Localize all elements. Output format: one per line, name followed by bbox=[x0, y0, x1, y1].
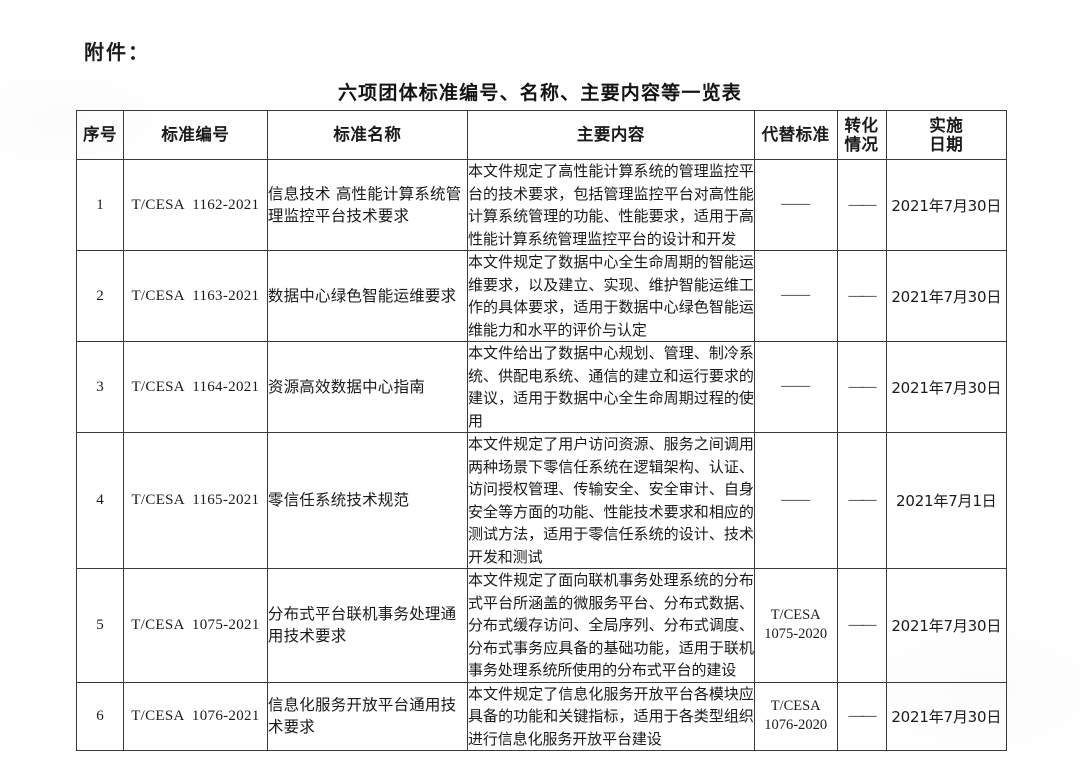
cell-main-content: 本文件规定了高性能计算系统的管理监控平台的技术要求，包括管理监控平台对高性能计算… bbox=[466, 159, 755, 251]
cell-main-content: 本文件规定了信息化服务开放平台各模块应具备的功能和关键指标，适用于各类型组织进行… bbox=[466, 681, 755, 751]
cell-main-content: 本文件规定了数据中心全生命周期的智能运维要求，以及建立、实现、维护智能运维工作的… bbox=[466, 250, 755, 342]
cell-implementation-date: 2021年7月30日 bbox=[885, 568, 1008, 683]
cell-standard-name: 信息技术 高性能计算系统管理监控平台技术要求 bbox=[266, 159, 468, 251]
column-header-name: 标准名称 bbox=[266, 110, 468, 160]
cell-conversion-status: —— bbox=[836, 568, 887, 683]
cell-replaced-standard: T/CESA 1076-2020 bbox=[753, 681, 838, 751]
standards-table-container: 序号 标准编号 标准名称 主要内容 代替标准 转化 情况 实施 日期 1 T/CE… bbox=[76, 110, 1008, 751]
table-header: 序号 标准编号 标准名称 主要内容 代替标准 转化 情况 实施 日期 bbox=[76, 110, 1008, 160]
cell-replaced-standard: T/CESA 1075-2020 bbox=[753, 568, 838, 683]
column-header-conversion-line2: 情况 bbox=[844, 135, 879, 154]
cell-main-content: 本文件给出了数据中心规划、管理、制冷系统、供配电系统、通信的建立和运行要求的建议… bbox=[466, 341, 755, 433]
cell-implementation-date: 2021年7月1日 bbox=[885, 432, 1008, 569]
cell-seq: 2 bbox=[76, 250, 124, 342]
cell-standard-code: T/CESA 1165-2021 bbox=[122, 432, 268, 569]
table-row: 3 T/CESA 1164-2021 资源高效数据中心指南 本文件给出了数据中心规划、… bbox=[76, 341, 1008, 433]
cell-conversion-status: —— bbox=[836, 341, 887, 433]
cell-replaced-standard: —— bbox=[753, 432, 838, 569]
cell-replaced-standard: —— bbox=[753, 159, 838, 251]
table-row: 5 T/CESA 1075-2021 分布式平台联机事务处理通用技术要求 本文件规定了… bbox=[76, 568, 1008, 683]
cell-conversion-status: —— bbox=[836, 159, 887, 251]
cell-standard-code: T/CESA 1163-2021 bbox=[122, 250, 268, 342]
cell-conversion-status: —— bbox=[836, 432, 887, 569]
cell-standard-name: 信息化服务开放平台通用技术要求 bbox=[266, 681, 468, 751]
header-row: 序号 标准编号 标准名称 主要内容 代替标准 转化 情况 实施 日期 bbox=[76, 110, 1008, 160]
column-header-replaced: 代替标准 bbox=[753, 110, 838, 160]
column-header-conversion-line1: 转化 bbox=[844, 115, 879, 135]
attachment-label: 附件： bbox=[84, 40, 150, 64]
column-header-date-line1: 实施 bbox=[929, 115, 964, 135]
cell-replaced-standard: —— bbox=[753, 250, 838, 342]
cell-standard-name: 数据中心绿色智能运维要求 bbox=[266, 250, 468, 342]
cell-seq: 3 bbox=[76, 341, 124, 433]
cell-standard-code: T/CESA 1164-2021 bbox=[122, 341, 268, 433]
cell-standard-code: T/CESA 1075-2021 bbox=[122, 568, 268, 683]
cell-implementation-date: 2021年7月30日 bbox=[885, 250, 1008, 342]
cell-implementation-date: 2021年7月30日 bbox=[885, 681, 1008, 751]
cell-main-content: 本文件规定了用户访问资源、服务之间调用两种场景下零信任系统在逻辑架构、认证、访问… bbox=[466, 432, 755, 569]
cell-standard-name: 分布式平台联机事务处理通用技术要求 bbox=[266, 568, 468, 683]
table-row: 6 T/CESA 1076-2021 信息化服务开放平台通用技术要求 本文件规定了信息… bbox=[76, 681, 1008, 751]
cell-standard-code: T/CESA 1162-2021 bbox=[122, 159, 268, 251]
cell-seq: 4 bbox=[76, 432, 124, 569]
table-row: 1 T/CESA 1162-2021 信息技术 高性能计算系统管理监控平台技术要求本… bbox=[76, 159, 1008, 251]
table-row: 2 T/CESA 1163-2021 数据中心绿色智能运维要求 本文件规定了数据中心全… bbox=[76, 250, 1008, 342]
cell-replaced-standard: —— bbox=[753, 341, 838, 433]
cell-standard-name: 零信任系统技术规范 bbox=[266, 432, 468, 569]
cell-implementation-date: 2021年7月30日 bbox=[885, 341, 1008, 433]
table-body: 1 T/CESA 1162-2021 信息技术 高性能计算系统管理监控平台技术要求本… bbox=[76, 159, 1008, 751]
cell-seq: 6 bbox=[76, 681, 124, 751]
cell-implementation-date: 2021年7月30日 bbox=[885, 159, 1008, 251]
cell-seq: 5 bbox=[76, 568, 124, 683]
standards-table: 序号 标准编号 标准名称 主要内容 代替标准 转化 情况 实施 日期 1 T/CE… bbox=[76, 110, 1008, 751]
cell-conversion-status: —— bbox=[836, 681, 887, 751]
table-row: 4 T/CESA 1165-2021 零信任系统技术规范 本文件规定了用户访问资源、服… bbox=[76, 432, 1008, 569]
cell-standard-code: T/CESA 1076-2021 bbox=[122, 681, 268, 751]
cell-standard-name: 资源高效数据中心指南 bbox=[266, 341, 468, 433]
column-header-conversion: 转化 情况 bbox=[836, 110, 887, 160]
cell-main-content: 本文件规定了面向联机事务处理系统的分布式平台所涵盖的微服务平台、分布式数据、分布… bbox=[466, 568, 755, 683]
column-header-date: 实施 日期 bbox=[885, 110, 1008, 160]
page-title: 六项团体标准编号、名称、主要内容等一览表 bbox=[337, 82, 742, 104]
column-header-date-line2: 日期 bbox=[929, 135, 964, 154]
cell-conversion-status: —— bbox=[836, 250, 887, 342]
cell-seq: 1 bbox=[76, 159, 124, 251]
column-header-seq: 序号 bbox=[76, 110, 124, 160]
column-header-content: 主要内容 bbox=[466, 110, 755, 160]
column-header-code: 标准编号 bbox=[122, 110, 268, 160]
